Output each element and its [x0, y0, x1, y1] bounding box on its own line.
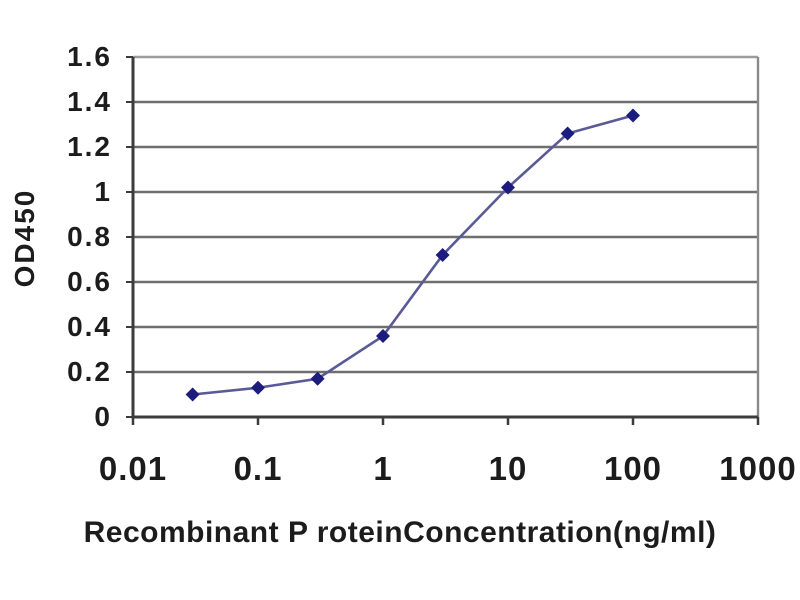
data-point-marker: [501, 180, 515, 195]
y-tick-label: 1: [94, 176, 112, 207]
x-tick-label: 0.01: [98, 450, 168, 487]
data-point-marker: [251, 380, 265, 395]
y-tick-label: 1.4: [67, 86, 112, 117]
x-axis-title: Recombinant P roteinConcentration(ng/ml): [83, 516, 717, 549]
x-tick-label: 0.1: [233, 450, 283, 487]
x-tick-label: 1: [373, 450, 393, 487]
x-tick-label: 10: [488, 450, 528, 487]
series-line: [192, 114, 634, 396]
y-tick-label: 1.6: [67, 41, 112, 72]
x-tick-label: 100: [603, 450, 663, 487]
data-point-marker: [376, 329, 390, 343]
data-point-marker: [435, 248, 450, 262]
x-tick-label: 1000: [719, 450, 797, 487]
y-tick-label: 1.2: [67, 131, 112, 162]
data-point-marker: [185, 387, 200, 402]
data-point-marker: [626, 108, 640, 123]
data-point-marker: [310, 371, 325, 386]
y-tick-label: 0.8: [67, 221, 112, 252]
y-tick-label: 0: [94, 401, 112, 432]
y-tick-label: 0.4: [67, 311, 112, 342]
y-tick-label: 0.6: [67, 266, 112, 297]
data-point-marker: [560, 126, 575, 141]
y-tick-label: 0.2: [67, 356, 112, 387]
